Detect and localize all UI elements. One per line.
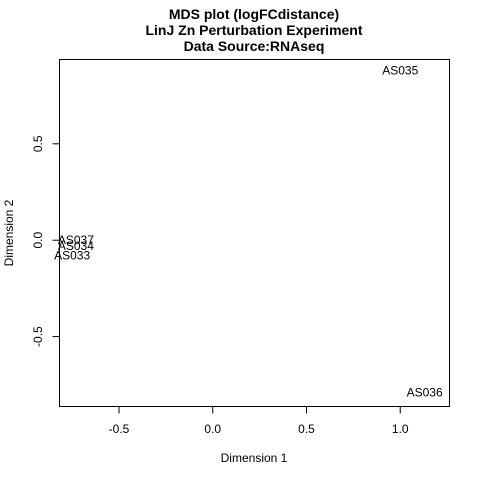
- chart-title: MDS plot (logFCdistance) LinJ Zn Perturb…: [145, 6, 362, 54]
- plot-frame: [59, 59, 450, 407]
- x-tick-label: 1.0: [392, 422, 409, 436]
- y-axis-label: Dimension 2: [2, 199, 16, 266]
- x-tick-label: -0.5: [109, 422, 130, 436]
- y-axis: -0.5 0.0 0.5: [31, 135, 60, 347]
- x-axis: -0.5 0.0 0.5 1.0: [109, 406, 409, 436]
- point-label-as033: AS033: [54, 249, 90, 263]
- y-tick-label: 0.0: [31, 232, 45, 249]
- point-label-as035: AS035: [382, 64, 418, 78]
- x-axis-label: Dimension 1: [221, 451, 288, 465]
- y-tick-label: 0.5: [31, 135, 45, 152]
- y-tick-label: -0.5: [31, 326, 45, 347]
- point-label-as034: AS034: [58, 239, 94, 253]
- x-tick-label: 0.5: [298, 422, 315, 436]
- chart-title-line-3: Data Source:RNAseq: [184, 38, 325, 54]
- point-label-as036: AS036: [407, 386, 443, 400]
- chart-title-line-1: MDS plot (logFCdistance): [169, 6, 339, 22]
- chart-title-line-2: LinJ Zn Perturbation Experiment: [145, 22, 362, 38]
- point-label-as037: AS037: [58, 233, 94, 247]
- x-tick-label: 0.0: [204, 422, 221, 436]
